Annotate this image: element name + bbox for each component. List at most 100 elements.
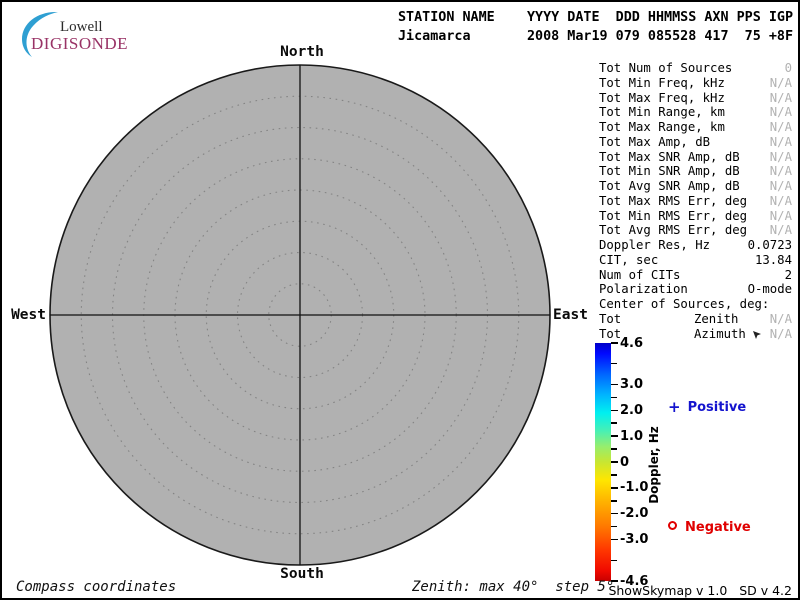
stat-sublabel: Azimuth: [694, 326, 746, 341]
colorbar-minor-tick: [611, 422, 617, 424]
stat-row: Tot Min SNR Amp, dB N/A: [599, 164, 793, 179]
compass-label-south: South: [280, 566, 324, 582]
stat-row: Tot Max Amp, dB N/A: [599, 135, 793, 150]
colorbar-tick-label: -4.6: [620, 573, 649, 589]
stat-label: Tot Min Freq, kHz: [599, 75, 725, 90]
stat-value: N/A: [769, 75, 792, 90]
station-header: STATION NAME YYYY DATE DDD HHMMSS AXN PP…: [398, 9, 793, 46]
stat-value: N/A: [769, 208, 792, 223]
compass-label-east: East: [553, 307, 588, 323]
stat-label: CIT, sec: [599, 252, 659, 267]
stat-value: N/A: [769, 326, 792, 341]
stat-row: Tot Min Freq, kHz N/A: [599, 76, 793, 91]
colorbar-tick-label: 2.0: [620, 402, 644, 418]
doppler-colorbar: [595, 343, 611, 581]
legend-negative-label: Negative: [685, 520, 751, 535]
skymap-plot: [49, 64, 551, 566]
stat-row: Tot Max RMS Err, deg N/A: [599, 194, 793, 209]
colorbar-major-tick: [611, 383, 618, 386]
stat-value: N/A: [769, 193, 792, 208]
stat-row: Tot Max Range, km N/A: [599, 120, 793, 135]
stat-value: N/A: [769, 120, 792, 134]
stat-sublabel: Zenith: [694, 311, 739, 326]
stat-label: Tot Max Amp, dB: [599, 134, 711, 149]
colorbar-minor-tick: [611, 559, 617, 562]
stat-label: Tot Max Range, km: [599, 120, 725, 134]
stat-value: N/A: [769, 164, 792, 179]
colorbar-minor-tick: [611, 396, 617, 399]
stat-value: N/A: [769, 105, 792, 120]
stat-label: Tot Avg SNR Amp, dB: [599, 179, 740, 193]
station-header-labels: STATION NAME YYYY DATE DDD HHMMSS AXN PP…: [398, 10, 794, 25]
statistics-panel: Tot Num of Sources 0 Tot Min Freq, kHz N/A T…: [599, 61, 793, 341]
logo-text-lowell: Lowell: [60, 19, 103, 35]
stat-label: Polarization: [599, 282, 688, 297]
colorbar-major-tick: [611, 580, 618, 582]
footer-version-label: ShowSkymap v 1.0 SD v 4.2: [608, 583, 792, 598]
stat-value: N/A: [769, 311, 792, 326]
lowell-digisonde-logo: Lowell DIGISONDE: [14, 10, 144, 58]
stat-label: Tot Avg RMS Err, deg: [599, 223, 748, 238]
stat-row: Tot Num of Sources 0: [599, 61, 793, 76]
colorbar-tick-label: -1.0: [620, 480, 649, 496]
stat-row: Tot Min Range, km N/A: [599, 105, 793, 120]
stat-label: Doppler Res, Hz: [599, 238, 711, 252]
legend-positive-label: Positive: [687, 400, 747, 415]
stat-label: Tot Min RMS Err, deg: [599, 208, 748, 223]
stat-label: Num of CITs: [599, 267, 681, 282]
colorbar-minor-tick: [611, 448, 617, 450]
colorbar-major-tick: [611, 409, 618, 411]
stat-label: Tot Max SNR Amp, dB: [599, 149, 740, 164]
colorbar-major-tick: [611, 461, 618, 463]
colorbar-minor-tick: [611, 525, 617, 528]
compass-label-north: North: [280, 44, 324, 60]
footer-coordinates-label: Compass coordinates: [16, 579, 177, 595]
stat-row: Tot Min RMS Err, deg N/A: [599, 209, 793, 224]
stat-row: Tot Azimuth N/A: [599, 327, 793, 342]
colorbar-axis-label: Doppler, Hz: [647, 426, 661, 504]
stat-value: 2: [784, 267, 792, 282]
stat-value: N/A: [769, 90, 792, 105]
colorbar-tick-label: 4.6: [620, 335, 644, 351]
stat-value: N/A: [769, 223, 792, 238]
stat-value: 13.84: [754, 252, 792, 267]
stat-row: Tot Zenith N/A: [599, 312, 793, 327]
stat-label: Tot: [599, 311, 622, 326]
colorbar-major-tick: [611, 538, 618, 541]
stat-row: Tot Avg SNR Amp, dB N/A: [599, 179, 793, 194]
stat-row: Tot Max Freq, kHz N/A: [599, 91, 793, 106]
stat-label: Tot: [599, 326, 622, 341]
colorbar-minor-tick: [611, 362, 617, 365]
colorbar-major-tick: [611, 487, 618, 489]
colorbar-major-tick: [611, 512, 618, 515]
colorbar-tick-label: 3.0: [620, 376, 644, 392]
stat-value: 0: [784, 61, 792, 75]
stat-value: N/A: [769, 179, 792, 193]
stat-value: O-mode: [747, 282, 792, 297]
colorbar-tick-label: -2.0: [620, 506, 649, 522]
crescent-icon: [22, 11, 58, 58]
stat-row: Num of CITs 2: [599, 268, 793, 283]
colorbar-tick-label: 1.0: [620, 428, 644, 444]
stat-label: Tot Min SNR Amp, dB: [599, 164, 740, 179]
colorbar-minor-tick: [611, 500, 617, 502]
stat-label: Center of Sources, deg:: [599, 297, 770, 311]
stat-label: Tot Max Freq, kHz: [599, 90, 725, 105]
colorbar-tick-label: 0: [620, 454, 630, 470]
circle-marker-icon: [668, 521, 677, 530]
stat-row: Tot Max SNR Amp, dB N/A: [599, 150, 793, 165]
stat-row: CIT, sec 13.84: [599, 253, 793, 268]
logo-text-digisonde: DIGISONDE: [31, 34, 129, 53]
legend-negative: Negative: [668, 520, 751, 536]
stat-label: Tot Num of Sources: [599, 61, 733, 75]
stat-label: Tot Min Range, km: [599, 105, 725, 120]
stat-label: Tot Max RMS Err, deg: [599, 193, 748, 208]
footer-zenith-config: Zenith: max 40° step 5°: [412, 579, 615, 595]
stat-value: N/A: [769, 149, 792, 164]
stat-row: Doppler Res, Hz 0.0723: [599, 238, 793, 253]
stat-row: Polarization O-mode: [599, 282, 793, 297]
stat-value: N/A: [769, 134, 792, 149]
colorbar-major-tick: [611, 435, 618, 437]
mouse-cursor-icon: [753, 330, 761, 339]
